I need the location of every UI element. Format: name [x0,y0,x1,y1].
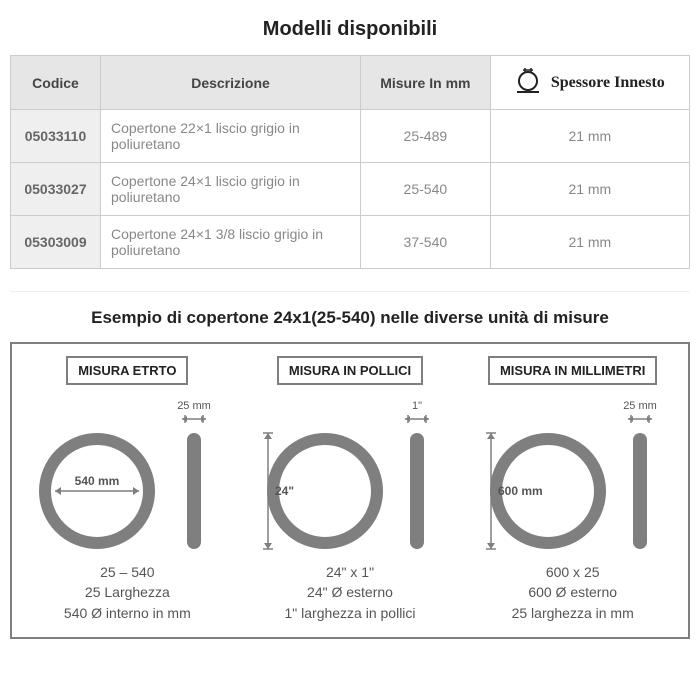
caption-line: 540 Ø interno in mm [20,603,235,623]
dim-inner: 600 mm [498,484,543,498]
dim-inner: 540 mm [75,474,120,488]
diagram-label: MISURA IN POLLICI [277,356,423,385]
diagram-title: Esempio di copertone 24x1(25-540) nelle … [10,308,690,328]
dim-inner: 24" [275,484,294,498]
diagram-svg: 25 mm 600 mm [468,391,678,556]
caption-line: 600 x 25 [465,562,680,582]
cell-code: 05033027 [11,163,101,216]
spessore-icon [515,66,545,99]
diagram-label: MISURA IN MILLIMETRI [488,356,657,385]
dim-width: 25 mm [623,400,657,412]
table-row: 05033027 Copertone 24×1 liscio grigio in… [11,163,690,216]
diagram-pollici: MISURA IN POLLICI 1" 24" 24" x 1" 24" Ø … [243,356,458,623]
dim-width: 1" [412,400,422,412]
col-descrizione: Descrizione [101,56,361,110]
cell-code: 05033110 [11,110,101,163]
diagram-millimetri: MISURA IN MILLIMETRI 25 mm 600 mm 600 x … [465,356,680,623]
diagram-container: MISURA ETRTO 25 mm 540 mm 25 – 540 25 La… [10,342,690,639]
cell-misure: 25-540 [361,163,491,216]
caption-line: 1" larghezza in pollici [243,603,458,623]
divider [10,291,690,292]
diagram-etrto: MISURA ETRTO 25 mm 540 mm 25 – 540 25 La… [20,356,235,623]
table-row: 05303009 Copertone 24×1 3/8 liscio grigi… [11,216,690,269]
dim-width: 25 mm [178,400,212,412]
caption-line: 600 Ø esterno [465,582,680,602]
page-title: Modelli disponibili [10,18,690,41]
diagram-label: MISURA ETRTO [66,356,188,385]
cell-spessore: 21 mm [490,216,689,269]
caption-line: 24" Ø esterno [243,582,458,602]
diagram-svg: 25 mm 540 mm [22,391,232,556]
cell-misure: 25-489 [361,110,491,163]
caption-line: 25 larghezza in mm [465,603,680,623]
caption-line: 25 Larghezza [20,582,235,602]
diagram-caption: 25 – 540 25 Larghezza 540 Ø interno in m… [20,562,235,623]
col-misure: Misure In mm [361,56,491,110]
table-row: 05033110 Copertone 22×1 liscio grigio in… [11,110,690,163]
models-table: Codice Descrizione Misure In mm Spessor [10,55,690,269]
cell-misure: 37-540 [361,216,491,269]
cell-spessore: 21 mm [490,163,689,216]
caption-line: 24" x 1" [243,562,458,582]
diagram-caption: 600 x 25 600 Ø esterno 25 larghezza in m… [465,562,680,623]
cell-desc: Copertone 24×1 liscio grigio in poliuret… [101,163,361,216]
cell-code: 05303009 [11,216,101,269]
col-spessore: Spessore Innesto [490,56,689,110]
cell-spessore: 21 mm [490,110,689,163]
diagram-caption: 24" x 1" 24" Ø esterno 1" larghezza in p… [243,562,458,623]
cell-desc: Copertone 22×1 liscio grigio in poliuret… [101,110,361,163]
caption-line: 25 – 540 [20,562,235,582]
col-codice: Codice [11,56,101,110]
diagram-svg: 1" 24" [245,391,455,556]
cell-desc: Copertone 24×1 3/8 liscio grigio in poli… [101,216,361,269]
col-spessore-label: Spessore Innesto [551,74,665,92]
table-header-row: Codice Descrizione Misure In mm Spessor [11,56,690,110]
